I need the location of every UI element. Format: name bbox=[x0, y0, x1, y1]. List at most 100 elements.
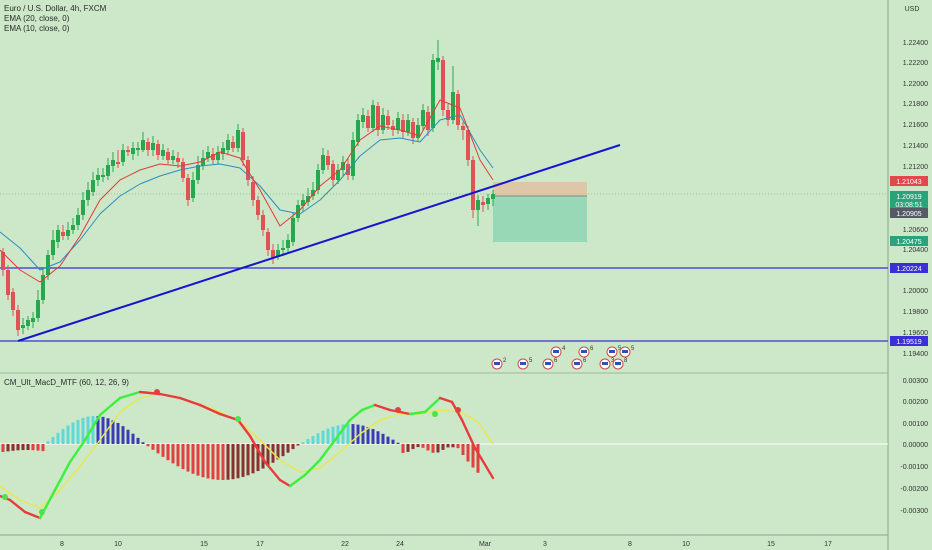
macd-bar[interactable] bbox=[316, 433, 320, 444]
macd-bar[interactable] bbox=[71, 422, 75, 444]
macd-line-segment[interactable] bbox=[118, 390, 142, 400]
macd-line-segment[interactable] bbox=[473, 446, 495, 480]
candle-up[interactable] bbox=[431, 60, 435, 128]
candle-up[interactable] bbox=[201, 158, 205, 166]
price-badge[interactable] bbox=[890, 263, 928, 273]
macd-bar[interactable] bbox=[431, 444, 435, 453]
candle-down[interactable] bbox=[116, 162, 120, 164]
candle-up[interactable] bbox=[291, 218, 295, 242]
macd-bar[interactable] bbox=[381, 433, 385, 444]
macd-bar[interactable] bbox=[246, 444, 250, 476]
macd-bar[interactable] bbox=[281, 444, 285, 457]
candle-up[interactable] bbox=[71, 225, 75, 230]
macd-bar[interactable] bbox=[351, 424, 355, 444]
candle-up[interactable] bbox=[396, 118, 400, 130]
macd-bar[interactable] bbox=[201, 444, 205, 478]
candle-down[interactable] bbox=[146, 142, 150, 150]
candle-up[interactable] bbox=[171, 156, 175, 160]
macd-bar[interactable] bbox=[411, 444, 415, 450]
economic-event-icon[interactable]: 3 bbox=[599, 358, 615, 370]
candle-down[interactable] bbox=[211, 154, 215, 160]
macd-bar[interactable] bbox=[236, 444, 240, 479]
price-axis[interactable] bbox=[888, 0, 932, 550]
macd-bar[interactable] bbox=[171, 444, 175, 464]
macd-bar[interactable] bbox=[41, 444, 45, 452]
macd-bar[interactable] bbox=[276, 444, 280, 460]
macd-bar[interactable] bbox=[471, 444, 475, 468]
macd-cross-dot[interactable] bbox=[395, 407, 401, 413]
candle-up[interactable] bbox=[416, 125, 420, 138]
macd-bar[interactable] bbox=[101, 416, 105, 444]
candle-up[interactable] bbox=[131, 148, 135, 154]
macd-bar[interactable] bbox=[421, 444, 425, 448]
macd-line-segment[interactable] bbox=[438, 396, 454, 404]
macd-bar[interactable] bbox=[361, 425, 365, 444]
macd-bar[interactable] bbox=[136, 437, 140, 444]
candle-up[interactable] bbox=[41, 275, 45, 300]
macd-line-segment[interactable] bbox=[288, 473, 307, 488]
candle-up[interactable] bbox=[31, 318, 35, 322]
macd-bar[interactable] bbox=[371, 428, 375, 444]
candle-down[interactable] bbox=[461, 126, 465, 130]
macd-bar[interactable] bbox=[131, 433, 135, 444]
macd-bar[interactable] bbox=[356, 424, 360, 444]
candle-down[interactable] bbox=[441, 60, 445, 110]
macd-histogram[interactable] bbox=[1, 416, 480, 480]
candle-down[interactable] bbox=[61, 232, 65, 236]
candle-down[interactable] bbox=[176, 158, 180, 162]
macd-cross-dot[interactable] bbox=[235, 416, 241, 422]
macd-bar[interactable] bbox=[476, 444, 480, 473]
macd-bar[interactable] bbox=[1, 444, 5, 452]
candle-up[interactable] bbox=[91, 180, 95, 192]
macd-bar[interactable] bbox=[406, 444, 410, 452]
price-badge[interactable] bbox=[890, 176, 928, 186]
candle-down[interactable] bbox=[366, 116, 370, 128]
candle-down[interactable] bbox=[326, 156, 330, 165]
candle-up[interactable] bbox=[26, 320, 30, 326]
candle-down[interactable] bbox=[386, 116, 390, 125]
candle-down[interactable] bbox=[166, 152, 170, 160]
candle-up[interactable] bbox=[336, 170, 340, 180]
economic-event-icon[interactable]: 5 bbox=[619, 346, 635, 358]
candle-up[interactable] bbox=[86, 190, 90, 200]
macd-bar[interactable] bbox=[296, 444, 300, 446]
macd-line-segment[interactable] bbox=[303, 458, 322, 477]
macd-line-segment[interactable] bbox=[53, 460, 72, 492]
macd-line-segment[interactable] bbox=[23, 510, 42, 520]
macd-bar[interactable] bbox=[251, 444, 255, 474]
macd-cross-dot[interactable] bbox=[432, 411, 438, 417]
macd-bar[interactable] bbox=[111, 420, 115, 444]
macd-title[interactable]: CM_Ult_MacD_MTF (60, 12, 26, 9) bbox=[4, 378, 129, 387]
candle-down[interactable] bbox=[16, 310, 20, 330]
macd-bar[interactable] bbox=[306, 439, 310, 444]
candle-down[interactable] bbox=[11, 292, 15, 310]
candle-up[interactable] bbox=[101, 175, 105, 177]
candle-down[interactable] bbox=[346, 164, 350, 175]
macd-line-segment[interactable] bbox=[318, 438, 337, 462]
macd-bar[interactable] bbox=[81, 417, 85, 444]
macd-line-segment[interactable] bbox=[423, 396, 442, 414]
economic-event-icon[interactable]: 2 bbox=[491, 358, 507, 370]
macd-bar[interactable] bbox=[426, 444, 430, 451]
macd-pane[interactable] bbox=[0, 374, 888, 535]
macd-bar[interactable] bbox=[6, 444, 10, 452]
candle-down[interactable] bbox=[231, 142, 235, 148]
candle-up[interactable] bbox=[406, 120, 410, 132]
macd-bar[interactable] bbox=[301, 442, 305, 444]
macd-bar[interactable] bbox=[391, 439, 395, 444]
macd-line-segment[interactable] bbox=[460, 418, 477, 450]
macd-line-segment[interactable] bbox=[98, 396, 122, 417]
macd-bar[interactable] bbox=[291, 444, 295, 450]
macd-bar[interactable] bbox=[446, 444, 450, 448]
macd-bar[interactable] bbox=[121, 426, 125, 444]
candle-up[interactable] bbox=[51, 240, 55, 255]
macd-bar[interactable] bbox=[116, 422, 120, 444]
macd-bar[interactable] bbox=[376, 431, 380, 444]
economic-event-icon[interactable]: 6 bbox=[571, 358, 587, 370]
trend-line[interactable] bbox=[17, 144, 621, 342]
macd-bar[interactable] bbox=[266, 444, 270, 466]
macd-bar[interactable] bbox=[16, 444, 20, 451]
candle-up[interactable] bbox=[81, 200, 85, 215]
